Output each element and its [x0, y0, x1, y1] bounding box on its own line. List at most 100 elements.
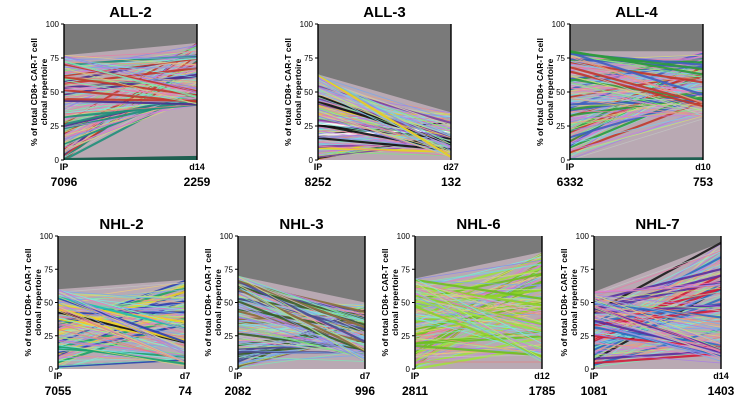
y-tick-label: 100: [220, 232, 234, 241]
clone-line: [58, 282, 185, 293]
clone-line: [594, 306, 721, 332]
clone-line: [594, 285, 721, 294]
clone-line: [318, 86, 451, 136]
y-tick-label: 75: [304, 54, 313, 63]
x-end-label: d27: [443, 162, 459, 172]
panel-all-2: 0 25 50 75 100 ALL-2 % of total CD8+ CAR-T cel…: [29, 4, 211, 189]
clone-line: [415, 282, 542, 360]
clone-line: [58, 302, 185, 362]
clone-line: [594, 249, 721, 295]
clone-line: [415, 323, 542, 336]
clone-line: [238, 356, 365, 362]
clone-line: [58, 294, 185, 311]
clone-line: [570, 104, 703, 131]
clone-line: [64, 104, 197, 115]
y-tick-label: 50: [580, 299, 589, 308]
clone-line: [58, 307, 185, 363]
clone-line: [570, 113, 703, 145]
y-tick-label: 75: [50, 54, 59, 63]
clone-line: [415, 281, 542, 315]
clone-count-start: 7096: [51, 175, 78, 189]
clone-line: [594, 295, 721, 312]
clone-line: [318, 93, 451, 145]
clone-line: [318, 130, 451, 152]
dominant-clone-band: [570, 157, 703, 160]
clone-line: [58, 345, 185, 361]
clone-line: [570, 54, 703, 78]
x-end-label: d7: [180, 371, 191, 381]
clone-line: [64, 77, 197, 83]
clone-line: [594, 241, 721, 314]
clone-count-start: 7055: [45, 384, 72, 398]
clone-line: [570, 67, 703, 116]
clone-line: [594, 281, 721, 293]
x-start-label: IP: [411, 371, 420, 381]
clone-line: [64, 57, 197, 77]
clone-line: [570, 63, 703, 98]
clone-line: [594, 297, 721, 353]
clone-line: [318, 146, 451, 153]
clone-line: [58, 288, 185, 353]
clone-line: [58, 343, 185, 367]
clone-line: [58, 290, 185, 330]
clone-line: [415, 333, 542, 341]
clone-line: [415, 344, 542, 357]
clone-line: [238, 323, 365, 350]
x-end-label: d14: [189, 162, 205, 172]
y-tick-label: 0: [229, 365, 234, 374]
panel-nhl-2: 0 25 50 75 100 NHL-2 % of total CD8+ CAR-T cel…: [23, 216, 192, 398]
clone-line: [318, 126, 451, 152]
clone-count-end: 1785: [529, 384, 556, 398]
clone-line: [318, 103, 451, 147]
clone-line: [570, 61, 703, 84]
clone-line: [58, 306, 185, 363]
clone-line: [415, 278, 542, 300]
y-tick-label: 50: [44, 299, 53, 308]
clone-line: [415, 354, 542, 358]
clone-line: [570, 83, 703, 111]
clone-line: [238, 300, 365, 352]
x-end-label: d7: [360, 371, 371, 381]
clone-line: [64, 82, 197, 99]
clone-count-start: 2082: [225, 384, 252, 398]
clone-count-end: 996: [355, 384, 375, 398]
clone-line: [594, 296, 721, 325]
y-tick-label: 100: [397, 232, 411, 241]
clone-line: [64, 55, 197, 75]
clone-line: [318, 145, 451, 156]
panel-nhl-6: 0 25 50 75 100 NHL-6 % of total CD8+ CAR-T cel…: [380, 216, 556, 398]
y-tick-label: 75: [44, 265, 53, 274]
clone-line: [238, 276, 365, 333]
clone-line: [64, 99, 197, 114]
clone-line: [238, 332, 365, 348]
clone-line: [594, 298, 721, 320]
clone-line: [318, 107, 451, 148]
clone-line: [594, 305, 721, 358]
y-axis-label: % of total CD8+ CAR-T cellclonal reperto…: [559, 249, 579, 357]
clone-line: [64, 67, 197, 105]
clone-count-start: 8252: [305, 175, 332, 189]
clone-line: [64, 58, 197, 67]
clone-line: [594, 314, 721, 331]
clone-line: [594, 317, 721, 355]
clone-line: [570, 98, 703, 117]
clone-line: [594, 333, 721, 357]
clone-line: [64, 80, 197, 104]
clone-count-start: 1081: [581, 384, 608, 398]
y-tick-label: 50: [401, 299, 410, 308]
clone-line: [594, 314, 721, 356]
clone-line: [64, 64, 197, 74]
panel-all-4: 0 25 50 75 100 ALL-4 % of total CD8+ CAR-T cel…: [535, 4, 713, 189]
clone-line: [238, 305, 365, 359]
clone-line: [238, 324, 365, 359]
clone-line: [415, 293, 542, 327]
panel-title: NHL-7: [635, 216, 679, 233]
x-start-label: IP: [566, 162, 575, 172]
clone-line: [415, 271, 542, 288]
clone-line: [570, 50, 703, 76]
y-tick-label: 75: [580, 265, 589, 274]
y-tick-label: 75: [401, 265, 410, 274]
clone-line: [238, 284, 365, 362]
panel-title: ALL-3: [363, 4, 406, 21]
clone-line: [238, 315, 365, 359]
